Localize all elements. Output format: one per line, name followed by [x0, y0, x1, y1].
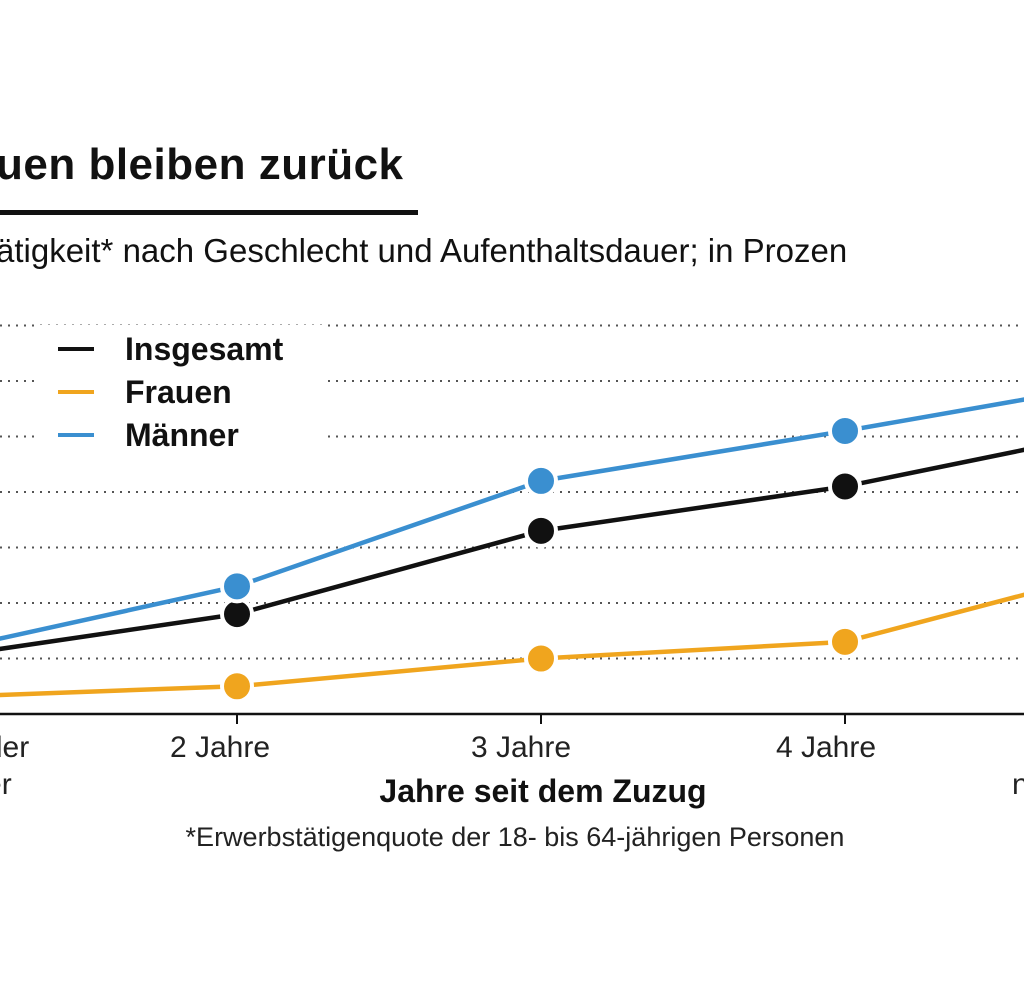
- series-lines: [0, 397, 1024, 704]
- data-point-frauen: [828, 624, 862, 659]
- x-tick-label: 2 Jahre: [170, 731, 270, 764]
- chart-subtitle: ätigkeit* nach Geschlecht und Aufenthalt…: [0, 232, 848, 269]
- x-tick-labels: r oderger 2 Jahre 3 Jahre 4 Jahre n: [0, 731, 1024, 801]
- chart-title: uen bleiben zurück: [0, 140, 404, 189]
- data-point-insgesamt: [828, 469, 862, 504]
- title-underline: [0, 210, 418, 215]
- legend-label-insgesamt: Insgesamt: [125, 331, 284, 367]
- data-point-maenner: [524, 463, 558, 498]
- data-point-maenner: [220, 569, 254, 604]
- legend-backdrop: [40, 325, 325, 367]
- legend: Insgesamt Frauen Männer: [40, 325, 325, 453]
- data-point-insgesamt: [524, 513, 558, 548]
- x-tick-label: n: [1012, 768, 1024, 801]
- footnote: *Erwerbstätigenquote der 18- bis 64-jähr…: [186, 822, 845, 852]
- x-tick-label: r oderger: [0, 731, 29, 801]
- data-point-frauen: [524, 641, 558, 676]
- legend-backdrop: [40, 368, 325, 410]
- legend-backdrop: [40, 411, 325, 453]
- series-line-frauen: [0, 592, 1024, 698]
- data-point-maenner: [828, 413, 862, 448]
- legend-label-maenner: Männer: [125, 417, 239, 453]
- x-axis: [0, 712, 1024, 724]
- data-point-insgesamt: [220, 597, 254, 632]
- x-tick-label: 3 Jahre: [471, 731, 571, 764]
- legend-label-frauen: Frauen: [125, 374, 232, 410]
- x-axis-label: Jahre seit dem Zuzug: [379, 773, 706, 809]
- series-line-insgesamt: [0, 447, 1024, 652]
- data-point-frauen: [220, 669, 254, 704]
- x-tick-label: 4 Jahre: [776, 731, 876, 764]
